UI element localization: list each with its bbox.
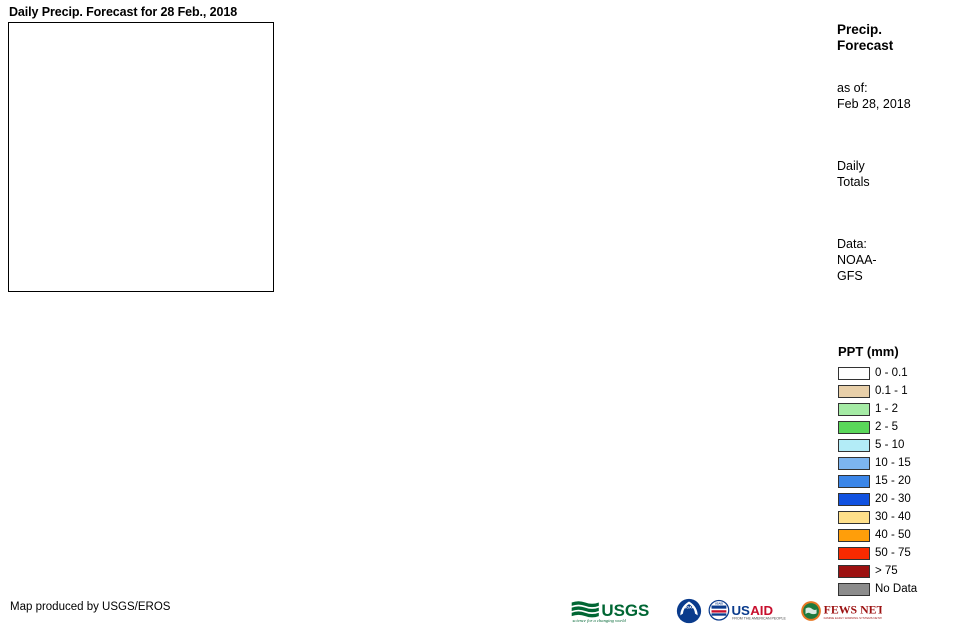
legend-label: 10 - 15 (875, 456, 911, 469)
svg-text:NOAA: NOAA (684, 605, 695, 609)
svg-text:FEWS NET: FEWS NET (824, 602, 882, 616)
legend-swatch (838, 582, 870, 596)
forecast-title: Precip. Forecast (837, 22, 894, 53)
info-column: Precip. Forecast as of: Feb 28, 2018 Dai… (833, 0, 967, 626)
usgs-logo: USGS science for a changing world (571, 601, 649, 623)
legend-swatch (838, 564, 870, 578)
svg-text:FROM THE AMERICAN PEOPLE: FROM THE AMERICAN PEOPLE (732, 616, 786, 620)
map-credit: Map produced by USGS/EROS (10, 601, 171, 613)
legend-label: 0.1 - 1 (875, 384, 908, 397)
legend-row: 0 - 0.1 (838, 364, 967, 382)
noaa-logo: NOAA (676, 598, 702, 623)
svg-text:USGS: USGS (601, 601, 649, 620)
fewsnet-logo: FEWS NET FAMINE EARLY WARNING SYSTEMS NE… (801, 600, 882, 621)
legend-items: 0 - 0.1 0.1 - 1 1 - 2 2 - 5 5 - 10 10 - 15 15 … (833, 364, 967, 598)
legend-row: 50 - 75 (838, 544, 967, 562)
legend-label: 0 - 0.1 (875, 366, 908, 379)
legend-swatch (838, 384, 870, 398)
panel-28-feb: Daily Precip. Forecast for 28 Feb., 2018 (8, 5, 274, 292)
legend-row: 0.1 - 1 (838, 382, 967, 400)
forecast-as-of: as of: Feb 28, 2018 (837, 81, 911, 111)
svg-text:AID: AID (750, 602, 773, 617)
legend-swatch (838, 546, 870, 560)
legend-row: 5 - 10 (838, 436, 967, 454)
legend-label: 30 - 40 (875, 510, 911, 523)
legend-label: 40 - 50 (875, 528, 911, 541)
legend-swatch (838, 366, 870, 380)
legend-label: 50 - 75 (875, 546, 911, 559)
legend-swatch (838, 510, 870, 524)
legend-row: 10 - 15 (838, 454, 967, 472)
legend-label: No Data (875, 582, 918, 595)
legend-row: 15 - 20 (838, 472, 967, 490)
legend-swatch (838, 456, 870, 470)
legend-label: > 75 (875, 564, 898, 577)
legend-label: 2 - 5 (875, 420, 899, 433)
legend-swatch (838, 528, 870, 542)
svg-text:FAMINE EARLY WARNING SYSTEMS N: FAMINE EARLY WARNING SYSTEMS NETWORK (824, 615, 882, 619)
legend-row: 2 - 5 (838, 418, 967, 436)
legend-row: 1 - 2 (838, 400, 967, 418)
forecast-data-source: Data: NOAA- GFS (837, 237, 877, 283)
map-panel-grid: Daily Precip. Forecast for 28 Feb., 2018 (8, 5, 274, 292)
svg-text:US: US (731, 602, 750, 617)
legend: PPT (mm) 0 - 0.1 0.1 - 1 1 - 2 2 - 5 5 - 10 1… (833, 344, 967, 598)
legend-label: 15 - 20 (875, 474, 911, 487)
panel-title: Daily Precip. Forecast for 28 Feb., 2018 (9, 5, 238, 19)
usaid-logo: USAID US AID FROM THE AMERICAN PEOPLE (708, 599, 786, 621)
legend-swatch (838, 438, 870, 452)
legend-row: 30 - 40 (838, 508, 967, 526)
precipitation-map (8, 22, 274, 292)
legend-row: 20 - 30 (838, 490, 967, 508)
legend-swatch (838, 492, 870, 506)
legend-label: 20 - 30 (875, 492, 911, 505)
legend-row: 40 - 50 (838, 526, 967, 544)
logo-bar: USGS science for a changing world NOAA U… (570, 597, 882, 624)
legend-label: 1 - 2 (875, 402, 899, 415)
legend-row: No Data (838, 580, 967, 598)
legend-swatch (838, 402, 870, 416)
legend-title: PPT (mm) (838, 344, 899, 359)
precipitation-raster (9, 23, 273, 291)
forecast-aggregation: Daily Totals (837, 159, 870, 189)
legend-row: > 75 (838, 562, 967, 580)
legend-swatch (838, 474, 870, 488)
legend-swatch (838, 420, 870, 434)
svg-text:USAID: USAID (715, 601, 723, 605)
legend-label: 5 - 10 (875, 438, 905, 451)
svg-text:science for a changing world: science for a changing world (573, 618, 627, 623)
